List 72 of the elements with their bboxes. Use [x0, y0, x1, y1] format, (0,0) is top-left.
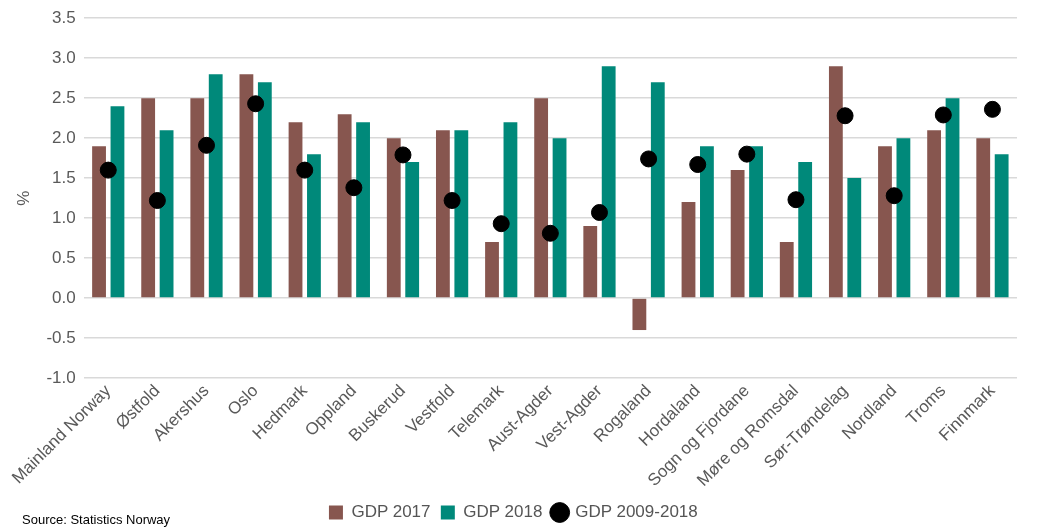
- bar: [749, 146, 763, 298]
- point: [934, 106, 952, 124]
- y-axis-title: %: [13, 190, 33, 206]
- point: [492, 215, 510, 233]
- point: [443, 192, 461, 209]
- y-tick-label: 3.5: [52, 7, 76, 27]
- bar: [994, 154, 1009, 298]
- point: [983, 100, 1001, 118]
- bar: [945, 98, 960, 298]
- point: [247, 95, 265, 113]
- y-tick-label: 1.5: [52, 167, 76, 187]
- bar: [730, 170, 745, 298]
- bar: [435, 130, 450, 298]
- point: [689, 156, 707, 174]
- bar: [700, 146, 714, 298]
- bar: [847, 178, 862, 298]
- bar: [779, 242, 794, 298]
- bar: [239, 74, 254, 298]
- y-tick-label: 2.5: [52, 87, 76, 107]
- legend-label: GDP 2017: [351, 502, 431, 522]
- y-tick-label: 2.0: [52, 127, 76, 147]
- bar: [159, 130, 174, 298]
- y-tick-label: 1.0: [52, 207, 76, 227]
- point: [590, 204, 608, 221]
- point: [296, 161, 314, 179]
- y-tick-label: -1.0: [46, 367, 76, 387]
- point: [885, 187, 903, 205]
- bar: [110, 106, 125, 298]
- bar: [141, 98, 156, 298]
- bar: [503, 122, 518, 298]
- bar: [454, 130, 469, 298]
- point: [394, 146, 412, 164]
- y-tick-label: 3.0: [52, 47, 76, 67]
- bar: [976, 138, 991, 298]
- bar: [190, 98, 205, 298]
- bar: [405, 162, 420, 298]
- bar: [583, 226, 598, 298]
- point: [738, 145, 756, 163]
- bar: [356, 122, 370, 298]
- point: [345, 179, 363, 197]
- bar: [552, 138, 567, 298]
- legend-label: GDP 2009-2018: [575, 502, 698, 522]
- bar: [828, 66, 843, 298]
- point: [541, 224, 559, 242]
- legend-label: GDP 2018: [463, 502, 543, 522]
- bar: [878, 146, 892, 298]
- bar: [337, 114, 352, 298]
- point: [148, 192, 166, 209]
- source-note: Source: Statistics Norway: [22, 512, 171, 527]
- bar: [257, 82, 272, 298]
- point: [198, 136, 215, 154]
- bar: [650, 82, 665, 298]
- y-tick-label: 0.5: [52, 247, 76, 267]
- bar: [208, 74, 223, 298]
- bar: [681, 202, 696, 298]
- bar: [288, 122, 303, 298]
- point: [640, 150, 658, 168]
- point: [836, 107, 854, 125]
- bar: [386, 138, 401, 298]
- bar: [485, 242, 499, 298]
- bar: [92, 146, 106, 298]
- point: [99, 161, 117, 179]
- bar: [896, 138, 911, 298]
- bar: [307, 154, 321, 298]
- y-tick-label: -0.5: [46, 327, 76, 347]
- bar: [601, 66, 616, 298]
- point: [787, 191, 805, 209]
- bar: [632, 298, 647, 331]
- bar: [927, 130, 942, 298]
- bar: [534, 98, 549, 298]
- bar: [798, 162, 813, 298]
- y-tick-label: 0.0: [52, 287, 76, 307]
